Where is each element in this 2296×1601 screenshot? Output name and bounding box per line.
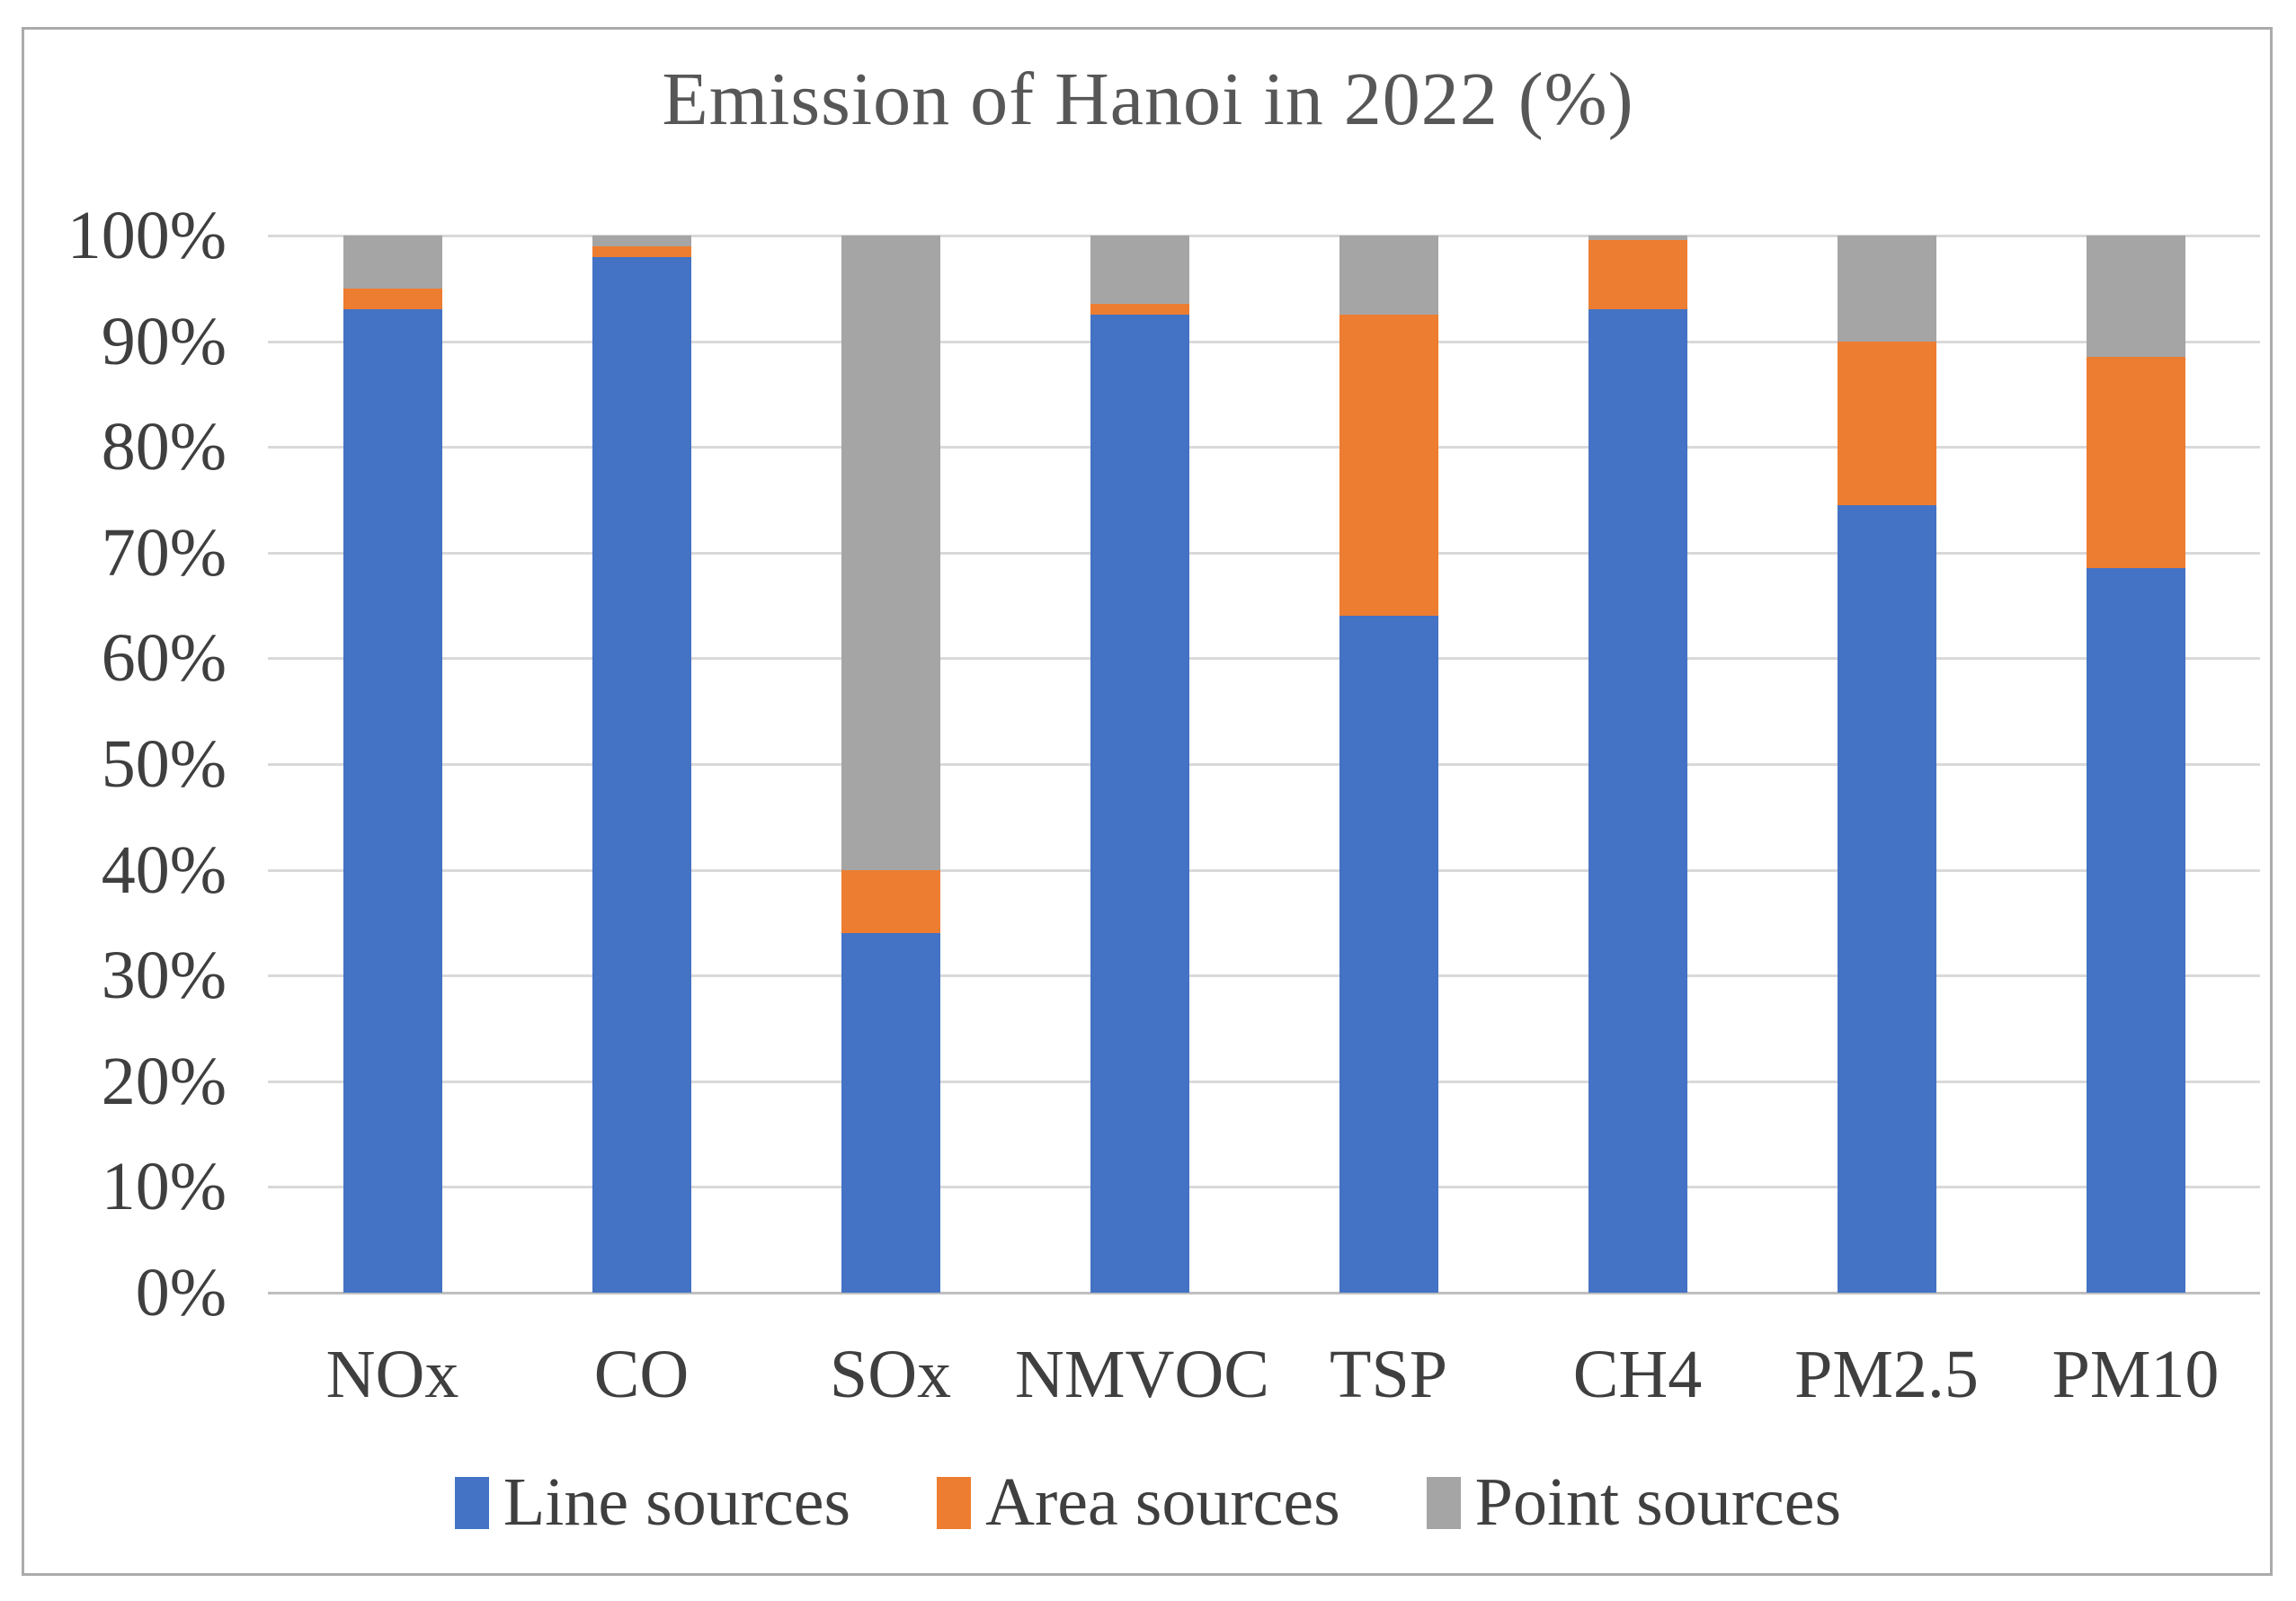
bar-segment-PM2.5-point-sources [1837,236,1936,342]
legend-item-area-sources: Area sources [937,1463,1340,1542]
bar-segment-PM10-line-sources [2086,568,2185,1293]
legend-marker-icon [454,1476,489,1529]
y-tick-label-80%: 80% [101,409,227,485]
chart-title: Emission of Hanoi in 2022 (%) [662,58,1634,141]
bar-segment-NOx-point-sources [343,236,442,289]
y-tick-label-50%: 50% [101,726,227,802]
bar-CH4 [1588,236,1687,1293]
gridline-70% [268,551,2260,555]
bar-segment-PM2.5-line-sources [1837,504,1936,1293]
bar-segment-NOx-line-sources [343,309,442,1293]
legend: Line sources Area sources Point sources [0,1463,2296,1542]
bar-segment-PM2.5-area-sources [1837,341,1936,505]
bar-CO [592,236,691,1293]
y-tick-label-20%: 20% [101,1043,227,1119]
bar-segment-SOx-point-sources [841,236,940,870]
gridline-80% [268,446,2260,449]
x-axis-line [268,1292,2260,1294]
bar-NOx [343,236,442,1293]
bar-segment-NMVOC-point-sources [1090,236,1189,305]
legend-label: Line sources [503,1464,851,1540]
y-tick-label-40%: 40% [101,832,227,908]
bar-segment-CO-point-sources [592,236,691,246]
x-axis-label-NMVOC: NMVOC [1015,1337,1269,1412]
y-tick-label-90%: 90% [101,303,227,379]
gridline-40% [268,868,2260,872]
y-tick-label-60%: 60% [101,620,227,697]
x-axis-label-PM2.5: PM2.5 [1794,1337,1979,1412]
bar-TSP [1339,236,1438,1293]
bar-segment-SOx-line-sources [841,933,940,1293]
x-axis-label-TSP: TSP [1330,1337,1447,1412]
legend-item-line-sources: Line sources [454,1463,851,1542]
bar-segment-CO-line-sources [592,256,691,1293]
x-axis-label-SOx: SOx [829,1337,952,1412]
y-tick-label-70%: 70% [101,514,227,591]
gridline-90% [268,340,2260,343]
legend-label: Area sources [985,1464,1340,1540]
bar-SOx [841,236,940,1293]
bar-segment-NMVOC-line-sources [1090,315,1189,1293]
bar-PM10 [2086,236,2185,1293]
bar-segment-PM10-point-sources [2086,236,2185,358]
y-tick-label-0%: 0% [135,1255,227,1330]
legend-item-point-sources: Point sources [1426,1463,1842,1542]
y-tick-label-100%: 100% [67,198,227,273]
gridline-100% [268,235,2260,237]
legend-marker-icon [937,1476,972,1529]
y-tick-label-10%: 10% [101,1149,227,1225]
bar-segment-TSP-area-sources [1339,315,1438,617]
bar-segment-SOx-area-sources [841,869,940,934]
bar-segment-CH4-line-sources [1588,309,1687,1293]
bar-segment-TSP-line-sources [1339,616,1438,1293]
bar-segment-CH4-point-sources [1588,236,1687,240]
bar-PM2.5 [1837,236,1936,1293]
bar-segment-CH4-area-sources [1588,239,1687,310]
bar-segment-PM10-area-sources [2086,357,2185,569]
x-axis-label-CO: CO [593,1337,690,1412]
x-axis-label-CH4: CH4 [1572,1337,1703,1412]
gridline-10% [268,1186,2260,1189]
bar-segment-NMVOC-area-sources [1090,304,1189,316]
legend-marker-icon [1426,1476,1461,1529]
gridline-20% [268,1080,2260,1083]
x-axis-label-PM10: PM10 [2051,1337,2220,1412]
bar-segment-CO-area-sources [592,245,691,257]
gridline-50% [268,763,2260,766]
x-axis-label-NOx: NOx [325,1337,459,1412]
legend-label: Point sources [1474,1464,1842,1540]
y-tick-label-30%: 30% [101,938,227,1014]
gridline-30% [268,974,2260,978]
bar-segment-NOx-area-sources [343,288,442,310]
bar-segment-TSP-point-sources [1339,236,1438,316]
gridline-60% [268,657,2260,661]
bar-NMVOC [1090,236,1189,1293]
